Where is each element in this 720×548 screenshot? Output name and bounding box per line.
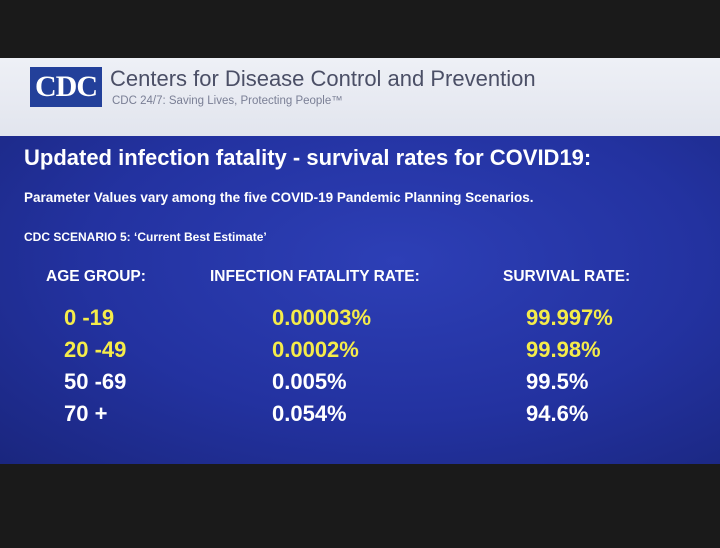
age-group-cell: 70 + — [64, 401, 108, 426]
fatality-rate-cell: 0.054% — [272, 401, 347, 426]
fatality-rate-cell: 0.0002% — [272, 337, 359, 362]
header-survival-rate: SURVIVAL RATE: — [503, 268, 631, 285]
fatality-rate-cell: 0.00003% — [272, 305, 372, 330]
org-tagline: CDC 24/7: Saving Lives, Protecting Peopl… — [112, 95, 343, 107]
header-infection-fatality-rate: INFECTION FATALITY RATE: — [210, 268, 420, 285]
fatality-rate-cell: 0.005% — [272, 369, 347, 394]
scenario-label: CDC SCENARIO 5: ‘Current Best Estimate’ — [24, 230, 267, 244]
table-row: 20 -49 0.0002% 99.98% — [0, 334, 720, 366]
age-group-cell: 50 -69 — [64, 369, 127, 394]
slide-subtitle: Parameter Values vary among the five COV… — [24, 190, 534, 205]
table-row: 70 + 0.054% 94.6% — [0, 398, 720, 430]
table-row: 0 -19 0.00003% 99.997% — [0, 302, 720, 334]
org-name: Centers for Disease Control and Preventi… — [110, 66, 536, 91]
age-group-cell: 0 -19 — [64, 305, 115, 330]
table-row: 50 -69 0.005% 99.5% — [0, 366, 720, 398]
age-group-cell: 20 -49 — [64, 337, 127, 362]
survival-rate-cell: 94.6% — [526, 401, 589, 426]
survival-rate-cell: 99.98% — [526, 337, 601, 362]
slide-title: Updated infection fatality - survival ra… — [24, 145, 592, 170]
cdc-logo: CDC — [30, 67, 102, 107]
slide-screen: CDC Centers for Disease Control and Prev… — [0, 58, 720, 464]
header-age-group: AGE GROUP: — [46, 268, 146, 285]
survival-rate-cell: 99.997% — [526, 305, 613, 330]
survival-rate-cell: 99.5% — [526, 369, 589, 394]
cdc-header: CDC Centers for Disease Control and Prev… — [0, 58, 720, 136]
